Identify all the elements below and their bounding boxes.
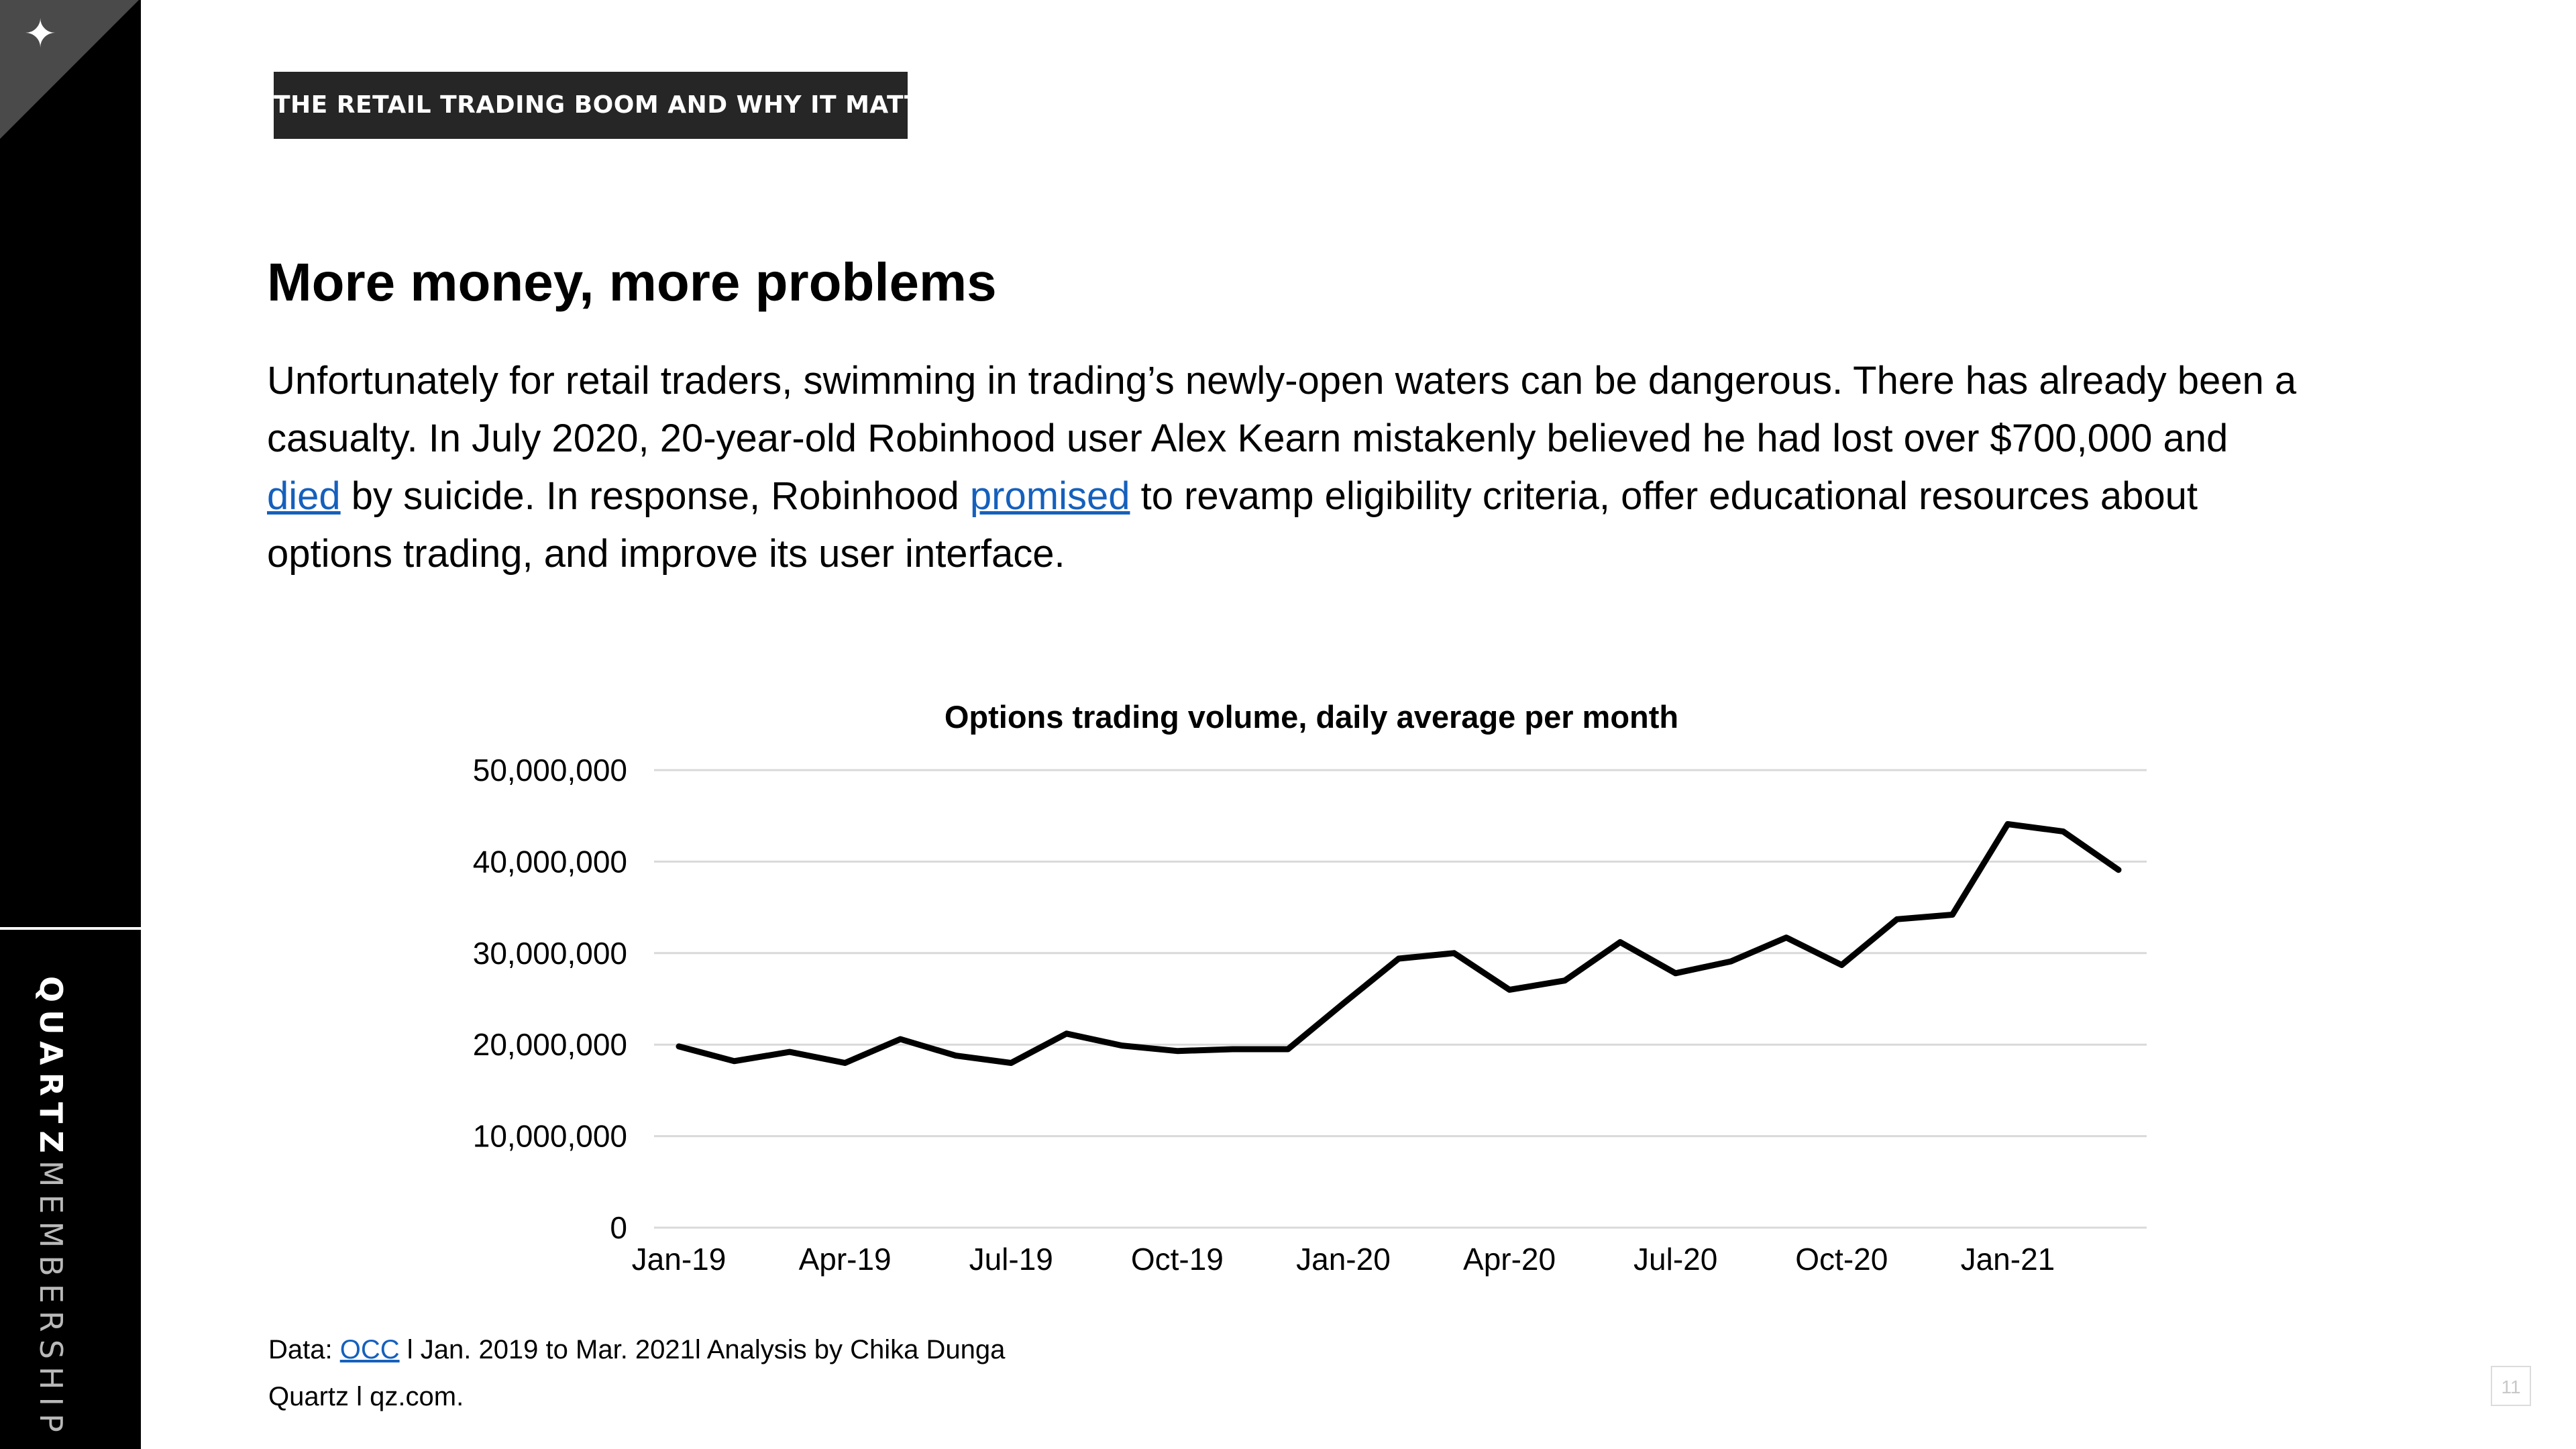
promised-link[interactable]: promised bbox=[969, 474, 1130, 518]
page-title: More money, more problems bbox=[267, 252, 997, 312]
data-point bbox=[2116, 867, 2121, 873]
data-point bbox=[1672, 970, 1678, 976]
body-text-part: by suicide. In response, Robinhood bbox=[340, 474, 970, 518]
data-point bbox=[1617, 939, 1623, 945]
four-point-star-icon[interactable]: ✦ bbox=[23, 11, 57, 56]
x-tick-label: Jan-19 bbox=[632, 1242, 727, 1277]
x-tick-label: Apr-20 bbox=[1463, 1242, 1556, 1277]
sidebar: ✦ QUARTZMEMBERSHIP bbox=[0, 0, 141, 1449]
data-point bbox=[898, 1036, 904, 1042]
chart-title: Options trading volume, daily average pe… bbox=[945, 699, 1678, 735]
data-point bbox=[1949, 912, 1955, 918]
x-tick-label: Oct-20 bbox=[1795, 1242, 1888, 1277]
data-point bbox=[1230, 1046, 1236, 1053]
x-tick-label: Oct-19 bbox=[1131, 1242, 1224, 1277]
data-point bbox=[1451, 950, 1457, 956]
y-tick-label: 30,000,000 bbox=[473, 936, 627, 971]
data-source: Data: OCC l Jan. 2019 to Mar. 2021l Anal… bbox=[268, 1335, 1005, 1365]
sidebar-divider bbox=[0, 927, 141, 930]
data-point bbox=[1008, 1060, 1014, 1066]
data-point bbox=[1174, 1048, 1180, 1054]
section-tag: THE RETAIL TRADING BOOM AND WHY IT MATTE… bbox=[274, 72, 908, 139]
body-text-part: to revamp eligibility criteria, offer ed… bbox=[267, 474, 2198, 576]
data-point bbox=[1839, 962, 1845, 968]
x-tick-label: Jan-21 bbox=[1961, 1242, 2055, 1277]
data-point bbox=[731, 1058, 737, 1064]
data-point bbox=[1507, 987, 1513, 993]
source-suffix: l Jan. 2019 to Mar. 2021l Analysis by Ch… bbox=[399, 1335, 1006, 1364]
occ-link[interactable]: OCC bbox=[339, 1335, 400, 1364]
data-point bbox=[1119, 1042, 1125, 1049]
data-point bbox=[787, 1049, 793, 1055]
page-number: 11 bbox=[2491, 1366, 2531, 1406]
y-tick-label: 20,000,000 bbox=[473, 1027, 627, 1062]
data-point bbox=[2060, 828, 2066, 835]
x-tick-label: Jan-20 bbox=[1296, 1242, 1391, 1277]
y-tick-label: 40,000,000 bbox=[473, 844, 627, 879]
data-point bbox=[842, 1060, 848, 1066]
data-point bbox=[676, 1043, 682, 1049]
y-tick-label: 0 bbox=[610, 1210, 627, 1245]
data-point bbox=[1340, 1000, 1346, 1006]
source-prefix: Data: bbox=[268, 1335, 340, 1364]
credit-line: Quartz l qz.com. bbox=[268, 1382, 464, 1411]
body-paragraph: Unfortunately for retail traders, swimmi… bbox=[267, 352, 2306, 583]
x-tick-label: Jul-19 bbox=[969, 1242, 1053, 1277]
x-tick-label: Apr-19 bbox=[799, 1242, 892, 1277]
died-link[interactable]: died bbox=[267, 474, 341, 518]
data-point bbox=[2004, 821, 2010, 827]
data-point bbox=[1285, 1046, 1291, 1053]
body-text-part: Unfortunately for retail traders, swimmi… bbox=[267, 359, 2297, 460]
data-point bbox=[1063, 1030, 1069, 1036]
y-tick-label: 50,000,000 bbox=[473, 753, 627, 788]
series-line bbox=[676, 821, 2122, 1066]
data-point bbox=[1894, 916, 1900, 922]
options-volume-chart: Options trading volume, daily average pe… bbox=[473, 699, 2147, 1277]
data-point bbox=[1728, 959, 1734, 965]
data-point bbox=[1396, 955, 1401, 961]
sidebar-corner bbox=[0, 0, 139, 139]
data-point bbox=[953, 1053, 959, 1059]
x-tick-label: Jul-20 bbox=[1633, 1242, 1717, 1277]
data-point bbox=[1783, 934, 1789, 941]
y-tick-label: 10,000,000 bbox=[473, 1119, 627, 1154]
data-point bbox=[1562, 977, 1568, 983]
